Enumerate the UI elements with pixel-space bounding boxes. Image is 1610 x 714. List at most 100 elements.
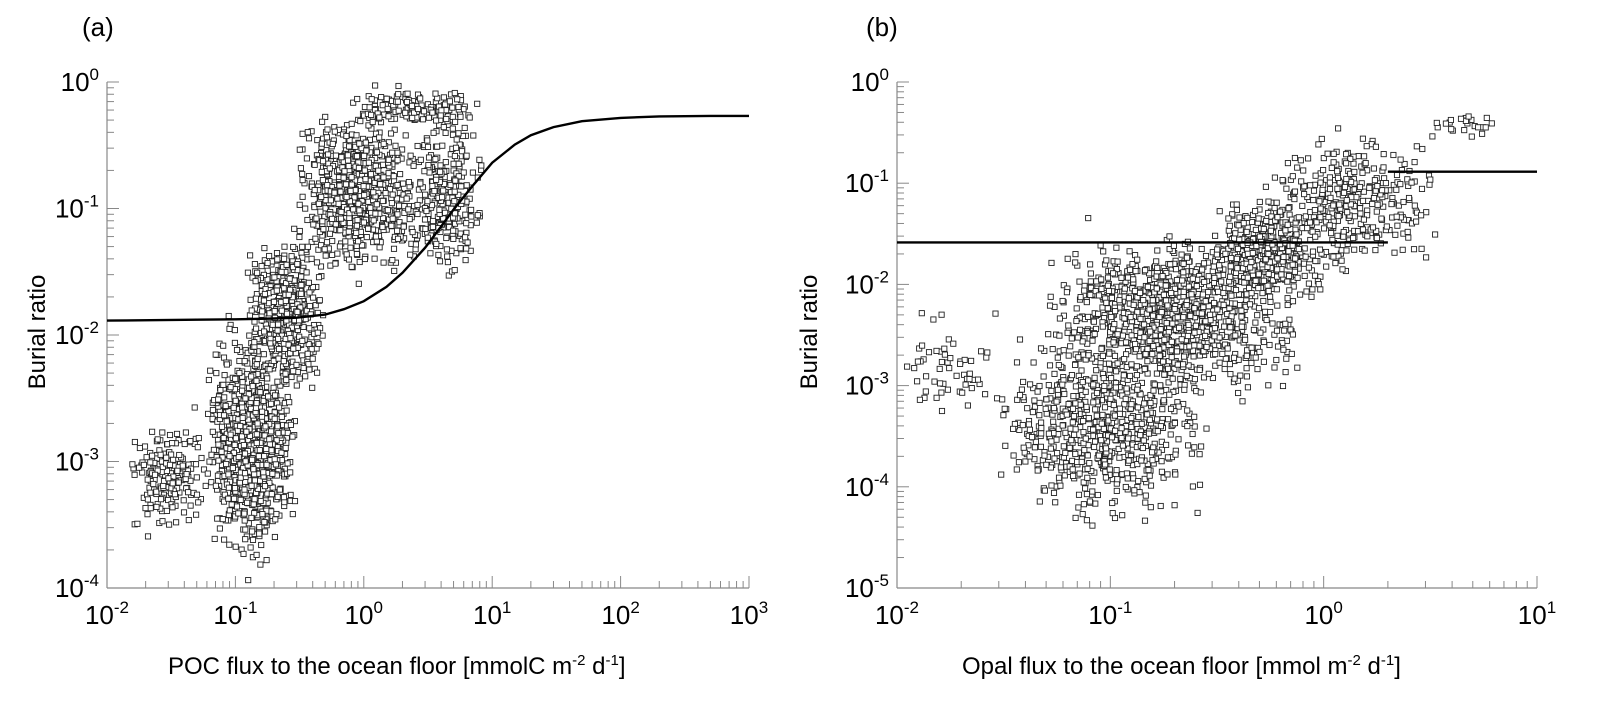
panel-b-scatter-point xyxy=(1071,329,1078,336)
panel-b-scatter-point xyxy=(1154,428,1161,435)
panel-a-scatter-point xyxy=(348,263,355,270)
panel-a-scatter-point xyxy=(414,142,421,150)
panel-b-x-tick-base: 10 xyxy=(875,600,904,630)
panel-a-scatter-point xyxy=(408,102,416,109)
panel-a-scatter-point xyxy=(293,361,300,368)
panel-a-xlabel-mid: d xyxy=(585,653,606,680)
panel-b-scatter-point xyxy=(1172,471,1179,478)
panel-a-scatter-point xyxy=(376,134,383,141)
panel-b-scatter-point xyxy=(1050,489,1058,496)
panel-b-scatter-point xyxy=(968,385,975,392)
panel-a-scatter-point xyxy=(287,350,294,357)
panel-b-scatter-point xyxy=(1130,276,1137,283)
panel-b-scatter-point xyxy=(1171,420,1178,427)
panel-b-scatter-point xyxy=(1287,326,1294,333)
panel-a-scatter-point xyxy=(149,428,156,435)
panel-b-scatter-point xyxy=(1193,283,1200,290)
panel-b-scatter-point xyxy=(1075,354,1082,361)
panel-b-scatter-point xyxy=(1026,426,1033,433)
panel-b-scatter-point xyxy=(1172,451,1179,458)
panel-b-scatter-point xyxy=(1102,474,1109,481)
panel-a-scatter-point xyxy=(242,526,249,533)
panel-b-scatter-point xyxy=(994,395,1001,402)
panel-b-scatter-point xyxy=(1154,264,1161,271)
panel-b-scatter-point xyxy=(1105,360,1113,367)
panel-b-scatter-point xyxy=(1196,451,1203,458)
panel-b-scatter-point xyxy=(1090,381,1097,388)
panel-b-scatter-point xyxy=(1043,461,1050,468)
panel-b-scatter-point xyxy=(1203,425,1210,432)
panel-a-scatter-point xyxy=(232,397,239,404)
panel-b-scatter-point xyxy=(1074,334,1081,341)
panel-b-scatter-point xyxy=(923,373,930,380)
panel-b-scatter-point xyxy=(1142,267,1149,274)
panel-a-scatter-point xyxy=(216,431,223,438)
panel-b-scatter-point xyxy=(1098,285,1105,292)
panel-a-scatter-point xyxy=(453,136,460,143)
panel-b-scatter-point xyxy=(1063,411,1070,418)
panel-a-scatter-point xyxy=(420,108,428,115)
panel-b-scatter-point xyxy=(1116,410,1123,417)
panel-a-scatter-point xyxy=(204,470,211,477)
panel-a-scatter-point xyxy=(435,251,442,258)
panel-a-scatter-point xyxy=(283,376,290,383)
panel-a-scatter-point xyxy=(275,321,282,328)
panel-a-scatter-point xyxy=(212,351,219,358)
panel-a-scatter-point xyxy=(225,471,232,478)
panel-b-scatter-point xyxy=(1141,365,1148,373)
panel-b-scatter-point xyxy=(1049,346,1056,353)
panel-a-scatter-point xyxy=(218,423,226,430)
panel-b-scatter-point xyxy=(1305,280,1312,287)
panel-b-scatter-point xyxy=(1126,372,1134,379)
panel-a-scatter-point xyxy=(319,118,326,125)
panel-b-scatter-point xyxy=(1070,413,1078,420)
panel-a-scatter-point xyxy=(446,98,453,105)
panel-b-scatter-point xyxy=(1051,370,1058,377)
panel-a-scatter-point xyxy=(452,144,460,151)
panel-b-scatter-point xyxy=(1043,396,1050,403)
panel-b-xlabel: Opal flux to the ocean floor [mmol m-2 d… xyxy=(962,652,1401,681)
panel-b-scatter-point xyxy=(1124,475,1131,482)
panel-b-scatter-point xyxy=(1068,372,1075,379)
panel-b-scatter-point xyxy=(925,349,933,356)
panel-a-scatter-point xyxy=(144,511,151,518)
panel-b-scatter-point xyxy=(1200,260,1208,267)
panel-b-scatter-point xyxy=(1027,381,1034,388)
panel-a-scatter-point xyxy=(163,467,170,474)
panel-b-scatter-point xyxy=(1150,387,1157,394)
panel-a-scatter-point xyxy=(131,438,138,446)
panel-b-scatter-point xyxy=(1099,352,1106,359)
panel-a-scatter-point xyxy=(425,154,433,161)
panel-b-scatter-point xyxy=(1202,318,1209,325)
panel-a-scatter-point xyxy=(275,345,283,353)
panel-a-scatter-point xyxy=(268,428,275,435)
panel-b-scatter-point xyxy=(1101,382,1108,390)
panel-a-scatter-point xyxy=(235,391,242,398)
panel-a-scatter-point xyxy=(389,191,396,198)
panel-a-y-tick-exp: -2 xyxy=(84,318,99,337)
panel-a-y-tick-exp: -1 xyxy=(84,192,99,211)
panel-a-scatter-point xyxy=(187,502,194,509)
panel-b-scatter-point xyxy=(1080,429,1087,436)
panel-b-y-tick-exp: -5 xyxy=(874,571,889,590)
panel-b-scatter-point xyxy=(1184,332,1191,340)
panel-a-scatter-point xyxy=(231,485,239,492)
panel-a-scatter-point xyxy=(266,366,273,373)
panel-a-scatter-point xyxy=(361,167,368,174)
panel-b-scatter-point xyxy=(1166,233,1173,240)
panel-a-scatter-point xyxy=(334,195,341,202)
panel-b-scatter-point xyxy=(1243,352,1250,359)
panel-a-scatter-point xyxy=(175,479,182,486)
panel-a-scatter-point xyxy=(300,364,307,372)
panel-b-scatter-point xyxy=(1034,388,1041,395)
panel-a-scatter-point xyxy=(157,451,164,458)
panel-a-scatter-point xyxy=(424,234,431,241)
panel-a-scatter-point xyxy=(444,253,451,260)
panel-a-scatter-point xyxy=(425,162,432,169)
panel-a-scatter-point xyxy=(329,140,336,147)
panel-a-scatter-point xyxy=(241,470,249,477)
panel-b-scatter-point xyxy=(1136,289,1144,296)
panel-a-scatter-point xyxy=(385,156,392,163)
panel-a-scatter-point xyxy=(270,384,277,391)
panel-b-scatter-point xyxy=(1077,401,1084,408)
